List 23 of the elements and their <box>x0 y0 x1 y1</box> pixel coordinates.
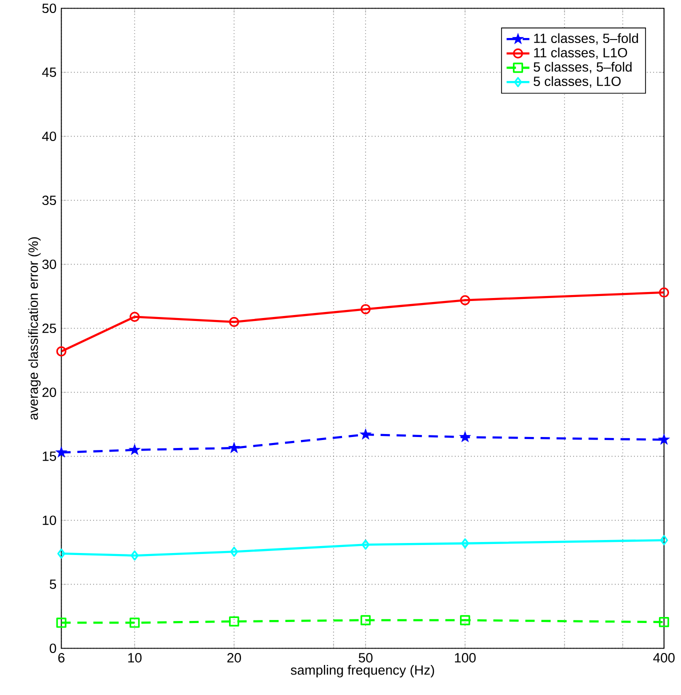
y-axis-title: average classification error (%) <box>28 237 41 420</box>
x-tick-label: 50 <box>358 653 372 662</box>
y-tick-label: 20 <box>42 388 56 398</box>
y-tick-label: 50 <box>42 4 56 14</box>
y-tick-label: 5 <box>50 580 56 589</box>
x-tick-label: 400 <box>653 653 675 662</box>
x-tick-label: 10 <box>128 653 142 662</box>
legend-label: 11 classes, 5–fold <box>534 33 638 45</box>
y-tick-label: 15 <box>42 452 56 461</box>
x-tick-label: 6 <box>58 653 64 662</box>
y-tick-label: 10 <box>42 516 56 526</box>
y-tick-label: 25 <box>42 324 56 334</box>
x-tick-label: 20 <box>227 653 241 662</box>
y-tick-label: 0 <box>50 644 56 654</box>
x-tick-label: 100 <box>454 653 476 662</box>
y-tick-label: 40 <box>42 132 56 142</box>
y-tick-label: 45 <box>42 68 56 77</box>
y-tick-label: 35 <box>42 196 56 206</box>
legend-label: 5 classes, 5–fold <box>534 62 632 74</box>
legend-label: 5 classes, L1O <box>534 76 621 88</box>
x-axis-title: sampling frequency (Hz) <box>290 664 434 678</box>
y-tick-label: 30 <box>42 260 56 270</box>
legend-label: 11 classes, L1O <box>534 48 628 59</box>
